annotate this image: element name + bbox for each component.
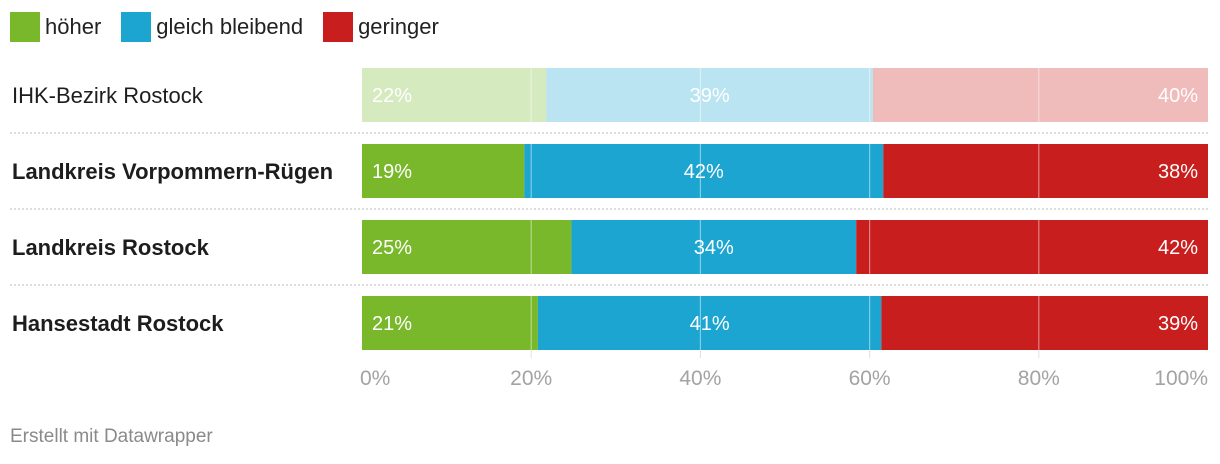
legend-item-gleich-bleibend: gleich bleibend: [121, 12, 303, 42]
datawrapper-credit: Erstellt mit Datawrapper: [10, 426, 213, 447]
x-tick-label: 100%: [1154, 367, 1208, 390]
legend-label-gleich-bleibend: gleich bleibend: [156, 14, 304, 39]
value-label-landkreis-rostock-geringer: 42%: [1158, 237, 1198, 259]
value-label-hansestadt-rostock-gleich-bleibend: 41%: [690, 313, 730, 335]
bar-ihk-bezirk-rostock-geringer: [872, 68, 1208, 122]
x-tick-label: 80%: [1018, 367, 1060, 390]
category-label-ihk-bezirk-rostock: IHK-Bezirk Rostock: [12, 83, 204, 108]
value-label-ihk-bezirk-rostock-hoeher: 22%: [372, 85, 412, 107]
x-tick-label: 20%: [510, 367, 552, 390]
bar-landkreis-vorpommern-ruegen-geringer: [883, 144, 1208, 198]
bar-landkreis-vorpommern-ruegen-gleich-bleibend: [524, 144, 884, 198]
legend-item-geringer: geringer: [323, 12, 439, 42]
value-label-landkreis-vorpommern-ruegen-gleich-bleibend: 42%: [684, 161, 724, 183]
legend-swatch-hoeher: [10, 12, 40, 42]
bar-hansestadt-rostock-gleich-bleibend: [537, 296, 882, 350]
category-label-landkreis-vorpommern-ruegen: Landkreis Vorpommern-Rügen: [12, 159, 333, 184]
bar-hansestadt-rostock-geringer: [881, 296, 1208, 350]
legend-label-hoeher: höher: [45, 14, 102, 39]
category-label-hansestadt-rostock: Hansestadt Rostock: [12, 311, 224, 336]
bar-landkreis-rostock-geringer: [856, 220, 1208, 274]
value-label-landkreis-vorpommern-ruegen-geringer: 38%: [1158, 161, 1198, 183]
bar-landkreis-rostock-gleich-bleibend: [571, 220, 857, 274]
x-tick-label: 0%: [360, 367, 390, 390]
category-label-landkreis-rostock: Landkreis Rostock: [12, 235, 210, 260]
value-label-ihk-bezirk-rostock-geringer: 40%: [1158, 85, 1198, 107]
value-label-landkreis-vorpommern-ruegen-hoeher: 19%: [372, 161, 412, 183]
value-label-landkreis-rostock-gleich-bleibend: 34%: [694, 237, 734, 259]
legend: höher gleich bleibend geringer: [10, 11, 459, 43]
value-label-hansestadt-rostock-geringer: 39%: [1158, 313, 1198, 335]
value-label-landkreis-rostock-hoeher: 25%: [372, 237, 412, 259]
legend-swatch-geringer: [323, 12, 354, 42]
legend-label-geringer: geringer: [358, 14, 439, 39]
bar-hansestadt-rostock-hoeher: [362, 296, 538, 350]
x-tick-label: 60%: [849, 367, 891, 390]
bar-landkreis-rostock-hoeher: [362, 220, 572, 274]
value-label-hansestadt-rostock-hoeher: 21%: [372, 313, 412, 335]
x-tick-label: 40%: [679, 367, 721, 390]
legend-item-hoeher: höher: [10, 12, 101, 42]
legend-swatch-gleich-bleibend: [121, 12, 152, 42]
bar-landkreis-vorpommern-ruegen-hoeher: [362, 144, 525, 198]
bar-ihk-bezirk-rostock-hoeher: [362, 68, 547, 122]
value-label-ihk-bezirk-rostock-gleich-bleibend: 39%: [690, 85, 730, 107]
bar-ihk-bezirk-rostock-gleich-bleibend: [546, 68, 873, 122]
